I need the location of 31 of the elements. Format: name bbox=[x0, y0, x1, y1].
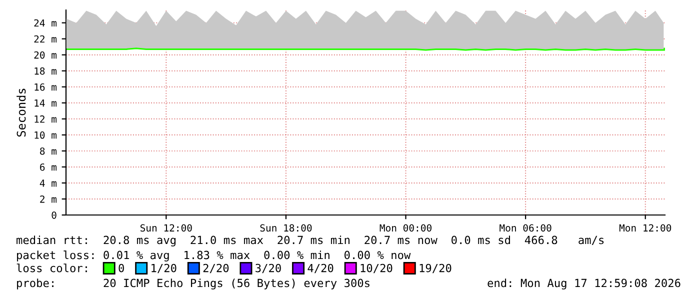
y-axis-title: Seconds bbox=[16, 88, 26, 137]
legend-label: 1/20 bbox=[152, 264, 176, 274]
legend-label: 3/20 bbox=[256, 264, 281, 274]
text: median rtt: 20.8 ms avg 21.0 ms max 20.7 ms min 20.7 ms now 0.0 ms sd 466.8 am/s bbox=[16, 236, 604, 246]
x-tick-label: Sun 12:00 bbox=[140, 224, 192, 232]
y-tick-label: 16 m bbox=[34, 83, 57, 91]
x-tick-label: Sun 18:00 bbox=[260, 224, 312, 232]
legend-label: 10/20 bbox=[360, 264, 392, 274]
legend-label: 19/20 bbox=[420, 264, 452, 274]
y-tick-label: 10 m bbox=[34, 131, 57, 139]
y-tick-label: 6 m bbox=[40, 163, 57, 171]
text: end: Mon Aug 17 12:59:08 2026 bbox=[488, 278, 680, 290]
text: packet loss: 0.01 % avg 1.83 % max 0.00 % min 0.00 % now bbox=[17, 250, 411, 262]
legend-label: 0 bbox=[118, 264, 124, 272]
legend-label: 4/20 bbox=[308, 264, 334, 274]
x-tick-label: Mon 00:00 bbox=[380, 224, 432, 232]
y-tick-label: 24 m bbox=[34, 19, 57, 27]
text: probe: 20 ICMP Echo Pings (56 Bytes) every 300s bbox=[17, 278, 370, 290]
y-tick-label: 8 m bbox=[40, 147, 57, 155]
legend-label: 2/20 bbox=[203, 264, 229, 274]
y-tick-label: 2 m bbox=[40, 195, 57, 203]
x-tick-label: Mon 12:00 bbox=[619, 224, 672, 232]
y-tick-label: 18 m bbox=[34, 67, 57, 75]
x-tick-label: Mon 06:00 bbox=[500, 224, 552, 232]
y-tick-label: 4 m bbox=[40, 180, 57, 187]
y-tick-label: 20 m bbox=[34, 51, 57, 59]
y-tick-label: 0 bbox=[52, 212, 56, 219]
y-tick-label: 12 m bbox=[34, 115, 57, 123]
y-tick-label: 22 m bbox=[34, 35, 57, 43]
legend-title: loss color: bbox=[16, 264, 87, 272]
y-tick-label: 14 m bbox=[34, 100, 57, 107]
